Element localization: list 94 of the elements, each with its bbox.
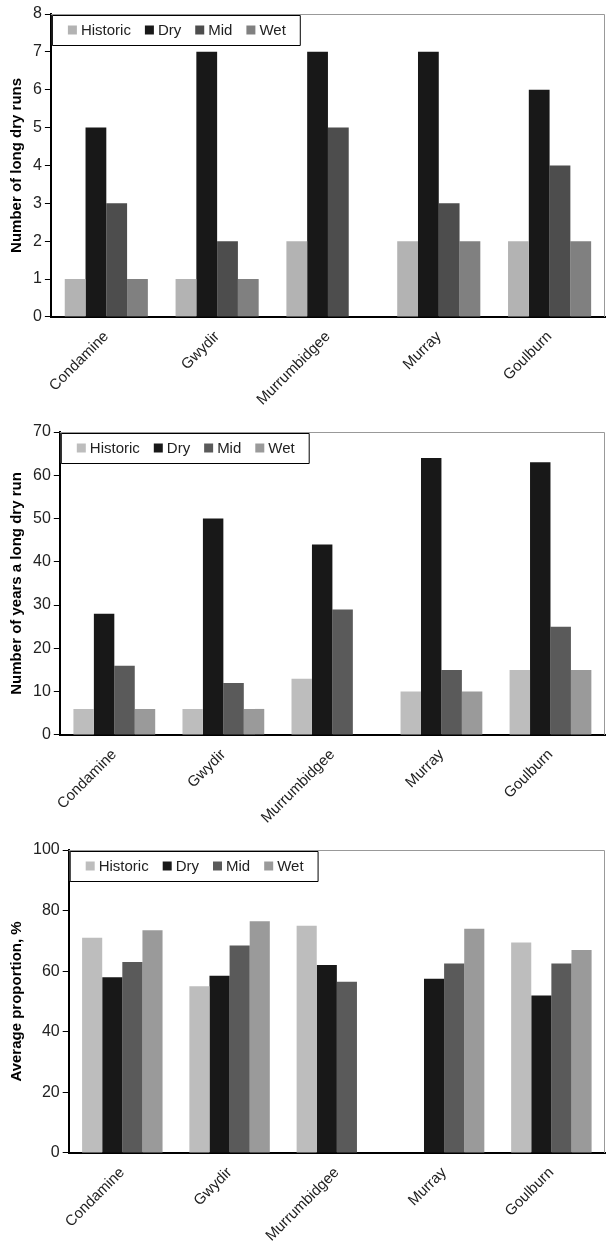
y-tick-label: 100 — [32, 840, 60, 858]
bar — [127, 279, 148, 317]
y-tick-label: 50 — [33, 508, 51, 526]
bar — [85, 127, 107, 317]
legend-label: Dry — [175, 857, 200, 875]
y-tick-label: 4 — [32, 155, 42, 173]
bar — [549, 165, 571, 317]
bar — [114, 665, 135, 735]
bar — [417, 51, 439, 317]
bar — [327, 127, 349, 317]
bar — [509, 669, 531, 735]
y-tick-label: 20 — [41, 1082, 60, 1100]
bar — [332, 609, 353, 735]
bar — [530, 462, 551, 735]
bar — [243, 708, 265, 735]
bar — [444, 963, 465, 1153]
legend-label: Dry — [166, 439, 191, 457]
legend-label: Mid — [208, 21, 233, 39]
bar — [175, 279, 197, 317]
bar — [189, 986, 210, 1153]
bar — [102, 977, 123, 1153]
bar — [311, 544, 333, 735]
y-tick-label: 40 — [33, 552, 51, 570]
legend-label: Mid — [226, 857, 251, 875]
bar — [134, 708, 156, 735]
y-tick-label: 60 — [33, 465, 51, 483]
bar — [570, 669, 592, 735]
legend-label: Dry — [157, 21, 182, 39]
bar — [571, 949, 592, 1153]
bar — [82, 937, 103, 1153]
bar — [531, 995, 552, 1153]
bar — [93, 613, 115, 735]
y-tick-label: 8 — [32, 4, 42, 22]
bar — [202, 518, 224, 735]
y-tick-label: 3 — [32, 193, 42, 211]
bar — [73, 708, 94, 735]
bar — [424, 978, 445, 1153]
y-axis-title: Average proportion, % — [7, 921, 25, 1082]
bar — [438, 203, 460, 317]
bar — [400, 691, 421, 735]
bar — [397, 241, 418, 317]
bar — [296, 925, 317, 1153]
bar — [570, 241, 592, 317]
legend-label: Historic — [98, 857, 150, 875]
bar — [237, 279, 259, 317]
y-tick-label: 0 — [50, 1143, 60, 1161]
bar — [182, 708, 203, 735]
bar — [223, 682, 244, 735]
bar — [336, 981, 357, 1153]
bar — [464, 928, 485, 1153]
bar — [508, 241, 529, 317]
bar — [528, 89, 550, 317]
y-tick-label: 80 — [41, 900, 60, 918]
y-tick-label: 70 — [33, 422, 51, 440]
y-tick-label: 40 — [41, 1022, 60, 1040]
y-tick-label: 0 — [32, 307, 42, 325]
y-tick-label: 60 — [41, 961, 60, 979]
bar — [307, 51, 328, 317]
bar — [142, 930, 163, 1153]
bar — [459, 241, 481, 317]
legend-label: Wet — [259, 21, 287, 39]
y-axis-title: Number of long dry runs — [7, 77, 25, 253]
bar — [64, 279, 86, 317]
bar — [229, 945, 250, 1153]
y-tick-label: 2 — [32, 231, 42, 249]
bar — [461, 691, 483, 735]
y-axis-title: Number of years a long dry run — [7, 472, 25, 695]
y-tick-label: 10 — [33, 682, 51, 700]
bar — [441, 669, 462, 735]
bar — [286, 241, 308, 317]
legend-label: Wet — [268, 439, 296, 457]
bar — [196, 51, 218, 317]
legend-label: Historic — [89, 439, 141, 457]
y-tick-label: 6 — [32, 80, 42, 98]
legend-label: Historic — [80, 21, 132, 39]
bar — [106, 203, 128, 317]
bar — [316, 965, 337, 1153]
bar — [420, 457, 442, 735]
legend-label: Wet — [277, 857, 305, 875]
bar — [291, 678, 312, 735]
bar — [550, 626, 571, 735]
bar — [551, 963, 572, 1153]
bar — [511, 942, 532, 1153]
y-tick-label: 30 — [33, 595, 51, 613]
bar — [122, 962, 143, 1153]
bar — [209, 975, 230, 1153]
legend-label: Mid — [217, 439, 242, 457]
bar — [249, 921, 270, 1153]
bar — [217, 241, 238, 317]
y-tick-label: 1 — [32, 269, 42, 287]
y-tick-label: 7 — [32, 42, 42, 60]
y-tick-label: 20 — [33, 638, 51, 656]
y-tick-label: 5 — [32, 117, 42, 135]
y-tick-label: 0 — [41, 725, 51, 743]
